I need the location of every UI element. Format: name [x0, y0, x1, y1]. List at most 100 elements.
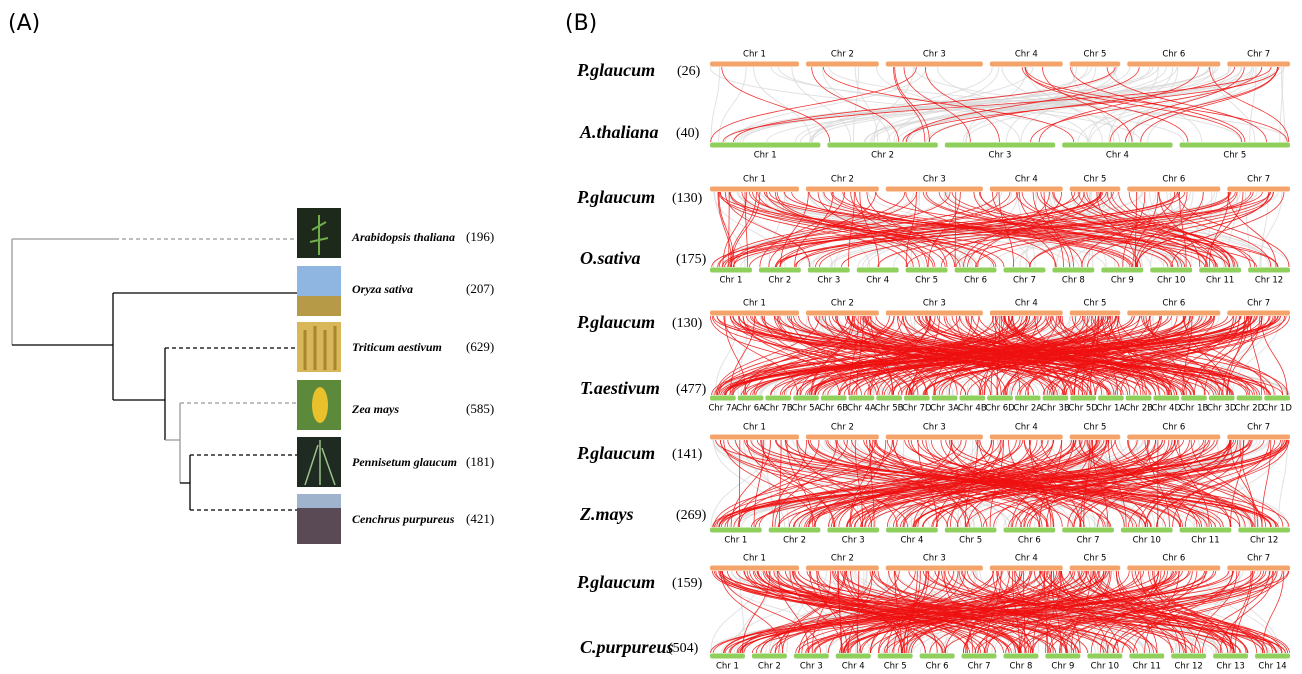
chromosome-bar — [1070, 62, 1121, 67]
chromosome-bar — [1015, 396, 1041, 401]
chromosome-bar — [1237, 396, 1263, 401]
chromosome-label: Chr 6 — [1162, 175, 1185, 185]
species-name: Pennisetum glaucum — [352, 455, 457, 469]
chromosome-bar — [1121, 528, 1173, 533]
species-name: Triticum aestivum — [352, 340, 442, 354]
chromosome-bar — [878, 654, 913, 659]
chromosome-bar — [1127, 566, 1220, 571]
chromosome-label: Chr 4 — [1015, 299, 1038, 309]
chromosome-label: Chr 3A — [930, 404, 959, 414]
chromosome-bar — [959, 396, 985, 401]
chromosome-bar — [752, 654, 787, 659]
chromosome-label: Chr 10 — [1091, 662, 1119, 672]
chromosome-bar — [808, 268, 850, 273]
chromosome-bar — [1126, 396, 1152, 401]
chromosome-label: Chr 3 — [923, 50, 946, 60]
chromosome-label: Chr 4 — [866, 276, 889, 286]
species-count: (504) — [668, 641, 699, 656]
chromosome-bar — [1255, 654, 1290, 659]
chromosome-label: Chr 7 — [1013, 276, 1036, 286]
chromosome-bar — [1070, 187, 1121, 192]
chromosome-label: Chr 11 — [1191, 536, 1219, 546]
chromosome-label: Chr 5D — [1068, 404, 1098, 414]
chromosome-bar — [710, 311, 799, 316]
chromosome-label: Chr 6B — [819, 404, 848, 414]
chromosome-bar — [827, 528, 879, 533]
chromosome-bar — [1101, 268, 1143, 273]
chromosome-label: Chr 2B — [1124, 404, 1153, 414]
figure: (A) (B) Arabidopsis thaliana(196)Oryza s… — [0, 0, 1302, 674]
chromosome-bar — [827, 143, 937, 148]
chromosome-bar — [1199, 268, 1241, 273]
chromosome-label: Chr 1B — [1180, 404, 1209, 414]
chromosome-label: Chr 1D — [1262, 404, 1292, 414]
chromosome-label: Chr 2 — [831, 50, 854, 60]
chromosome-label: Chr 5A — [792, 404, 821, 414]
chromosome-label: Chr 6 — [1162, 554, 1185, 564]
chromosome-label: Chr 6 — [964, 276, 987, 286]
panel-label: (B) — [565, 11, 597, 36]
species-name: Zea mays — [351, 402, 399, 416]
chromosome-bar — [710, 62, 799, 67]
chromosome-bar — [990, 62, 1063, 67]
chromosome-bar — [886, 528, 938, 533]
chromosome-bar — [1098, 396, 1124, 401]
chromosome-label: Chr 2 — [831, 554, 854, 564]
chromosome-label: Chr 3 — [923, 554, 946, 564]
species-name: P.glaucum — [576, 443, 655, 463]
chromosome-label: Chr 1 — [719, 276, 742, 286]
chromosome-bar — [710, 143, 820, 148]
chromosome-label: Chr 7 — [1247, 299, 1270, 309]
chromosome-label: Chr 12 — [1255, 276, 1283, 286]
chromosome-label: Chr 7A — [708, 404, 737, 414]
chromosome-bar — [1127, 311, 1220, 316]
chromosome-bar — [765, 396, 791, 401]
chromosome-label: Chr 1 — [724, 536, 747, 546]
chromosome-label: Chr 6D — [985, 404, 1015, 414]
chromosome-label: Chr 2 — [768, 276, 791, 286]
chromosome-bar — [710, 566, 799, 571]
chromosome-bar — [710, 187, 799, 192]
chromosome-label: Chr 4 — [842, 662, 865, 672]
chromosome-bar — [1004, 268, 1046, 273]
chromosome-bar — [1227, 62, 1290, 67]
chromosome-bar — [945, 528, 997, 533]
chromosome-bar — [1062, 528, 1114, 533]
chromosome-bar — [1070, 396, 1096, 401]
chromosome-bar — [710, 268, 752, 273]
chromosome-label: Chr 1 — [743, 50, 766, 60]
chromosome-bar — [710, 396, 736, 401]
chromosome-bar — [1171, 654, 1206, 659]
chromosome-bar — [1127, 435, 1220, 440]
chromosome-bar — [710, 435, 799, 440]
chromosome-bar — [1248, 268, 1290, 273]
chromosome-bar — [1070, 311, 1121, 316]
chromosome-label: Chr 4 — [1015, 423, 1038, 433]
page: {"panel_a": {"label": "(A)", "species": … — [0, 0, 1302, 674]
chromosome-bar — [1004, 654, 1039, 659]
chromosome-bar — [932, 396, 958, 401]
species-count: (141) — [672, 447, 703, 462]
species-name: P.glaucum — [576, 572, 655, 592]
chromosome-bar — [990, 311, 1063, 316]
chromosome-label: Chr 7 — [1247, 50, 1270, 60]
chromosome-label: Chr 6 — [926, 662, 949, 672]
chromosome-bar — [806, 311, 879, 316]
chromosome-label: Chr 9 — [1051, 662, 1074, 672]
chromosome-bar — [1227, 311, 1290, 316]
chromosome-bar — [990, 187, 1063, 192]
chromosome-label: Chr 7 — [1247, 175, 1270, 185]
synteny-link — [1090, 67, 1252, 142]
chromosome-label: Chr 14 — [1258, 662, 1286, 672]
chromosome-label: Chr 7D — [902, 404, 932, 414]
species-count: (207) — [466, 281, 494, 296]
synteny-link — [1178, 192, 1289, 267]
chromosome-bar — [1213, 654, 1248, 659]
chromosome-bar — [920, 654, 955, 659]
chromosome-bar — [1062, 143, 1172, 148]
chromosome-label: Chr 8 — [1009, 662, 1032, 672]
chromosome-bar — [1127, 187, 1220, 192]
chromosome-bar — [836, 654, 871, 659]
species-name: Z.mays — [579, 504, 634, 524]
chromosome-bar — [1181, 396, 1207, 401]
